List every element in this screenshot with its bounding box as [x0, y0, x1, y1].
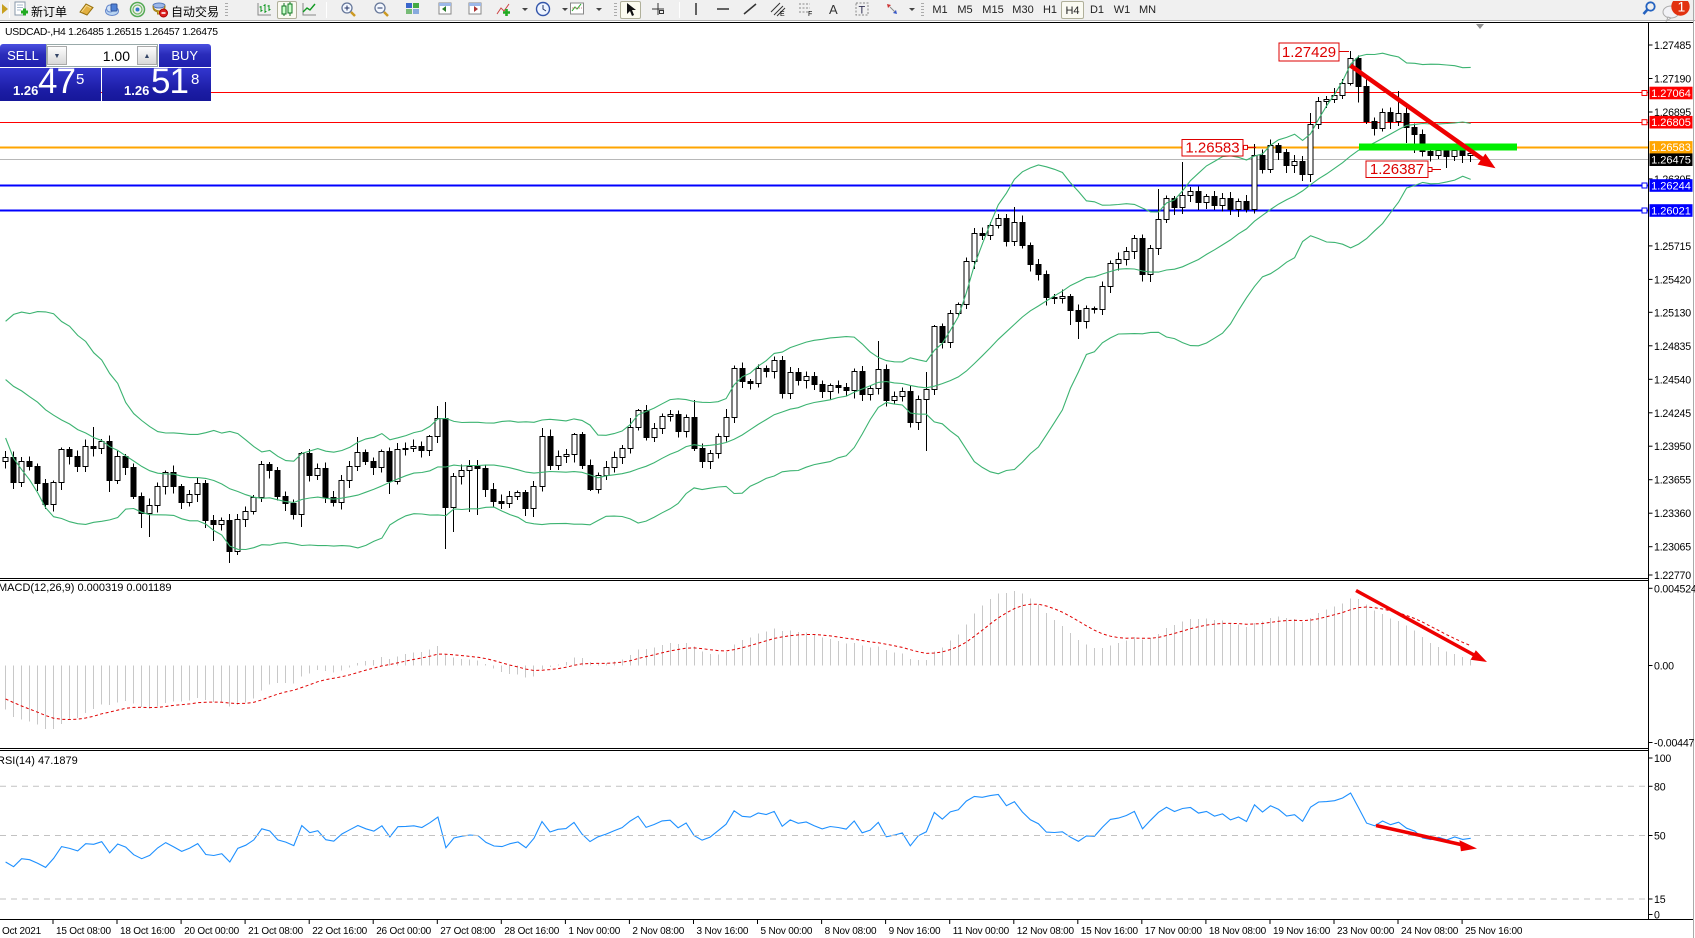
svg-text:1.27485: 1.27485 [1654, 40, 1691, 52]
svg-text:8 Nov 08:00: 8 Nov 08:00 [825, 926, 877, 937]
svg-text:12 Nov 08:00: 12 Nov 08:00 [1017, 926, 1075, 937]
svg-text:1.26387: 1.26387 [1370, 161, 1424, 178]
svg-text:2 Nov 08:00: 2 Nov 08:00 [632, 926, 684, 937]
svg-text:1.27429: 1.27429 [1282, 44, 1336, 61]
svg-text:1.23655: 1.23655 [1654, 475, 1691, 487]
svg-text:15 Oct 08:00: 15 Oct 08:00 [56, 926, 111, 937]
svg-text:1.24835: 1.24835 [1654, 341, 1691, 353]
svg-text:1.27064: 1.27064 [1651, 88, 1691, 100]
svg-text:F: F [808, 11, 812, 18]
svg-text:9 Nov 16:00: 9 Nov 16:00 [889, 926, 941, 937]
svg-text:1.25130: 1.25130 [1654, 307, 1691, 319]
svg-text:1.26475: 1.26475 [1651, 155, 1691, 167]
svg-text:1.26583: 1.26583 [1651, 142, 1691, 154]
svg-text:26 Oct 00:00: 26 Oct 00:00 [376, 926, 431, 937]
svg-text:3 Nov 16:00: 3 Nov 16:00 [697, 926, 749, 937]
svg-text:17 Nov 00:00: 17 Nov 00:00 [1145, 926, 1203, 937]
svg-text:1.26021: 1.26021 [1651, 205, 1691, 217]
svg-text:0.004524: 0.004524 [1654, 583, 1695, 595]
svg-text:1.26244: 1.26244 [1651, 180, 1691, 192]
svg-text:1.24540: 1.24540 [1654, 374, 1691, 386]
svg-text:1.25715: 1.25715 [1654, 241, 1691, 253]
svg-text:27 Oct 08:00: 27 Oct 08:00 [440, 926, 495, 937]
svg-text:E: E [780, 11, 785, 18]
svg-text:1.26805: 1.26805 [1651, 117, 1691, 129]
svg-text:T: T [859, 5, 866, 17]
svg-text:1.25420: 1.25420 [1654, 274, 1691, 286]
svg-text:25 Nov 16:00: 25 Nov 16:00 [1465, 926, 1523, 937]
svg-text:1: 1 [1678, 1, 1686, 15]
svg-text:1.23065: 1.23065 [1654, 542, 1691, 554]
svg-text:19 Nov 16:00: 19 Nov 16:00 [1273, 926, 1331, 937]
svg-text:1.23360: 1.23360 [1654, 508, 1691, 520]
svg-text:80: 80 [1654, 781, 1666, 793]
svg-text:A: A [829, 2, 838, 17]
svg-text:USDCAD-,H4 1.26485 1.26515 1.: USDCAD-,H4 1.26485 1.26515 1.26457 1.264… [5, 27, 218, 38]
svg-text:18 Oct 16:00: 18 Oct 16:00 [120, 926, 175, 937]
svg-text:Oct 2021: Oct 2021 [2, 926, 42, 937]
svg-text:1.24245: 1.24245 [1654, 408, 1691, 420]
svg-text:100: 100 [1654, 753, 1671, 765]
svg-text:21 Oct 08:00: 21 Oct 08:00 [248, 926, 303, 937]
svg-text:15 Nov 16:00: 15 Nov 16:00 [1081, 926, 1139, 937]
svg-text:15: 15 [1654, 894, 1666, 906]
svg-text:RSI(14) 47.1879: RSI(14) 47.1879 [0, 755, 78, 767]
svg-text:50: 50 [1654, 831, 1666, 843]
svg-text:-0.00447: -0.00447 [1654, 738, 1695, 750]
svg-text:1.23950: 1.23950 [1654, 441, 1691, 453]
svg-text:23 Nov 00:00: 23 Nov 00:00 [1337, 926, 1395, 937]
svg-text:28 Oct 16:00: 28 Oct 16:00 [504, 926, 559, 937]
svg-text:1.27190: 1.27190 [1654, 74, 1691, 86]
svg-text:11 Nov 00:00: 11 Nov 00:00 [953, 926, 1010, 937]
svg-text:22 Oct 16:00: 22 Oct 16:00 [312, 926, 367, 937]
svg-text:5 Nov 00:00: 5 Nov 00:00 [761, 926, 813, 937]
svg-text:1.26583: 1.26583 [1185, 140, 1239, 157]
svg-text:1 Nov 00:00: 1 Nov 00:00 [568, 926, 620, 937]
svg-text:0: 0 [1654, 910, 1660, 922]
svg-text:MACD(12,26,9) 0.000319 0.00118: MACD(12,26,9) 0.000319 0.001189 [0, 582, 171, 594]
svg-text:18 Nov 08:00: 18 Nov 08:00 [1209, 926, 1267, 937]
svg-text:0.00: 0.00 [1654, 661, 1674, 673]
svg-text:24 Nov 08:00: 24 Nov 08:00 [1401, 926, 1459, 937]
svg-text:1.22770: 1.22770 [1654, 570, 1691, 582]
svg-text:20 Oct 00:00: 20 Oct 00:00 [184, 926, 239, 937]
